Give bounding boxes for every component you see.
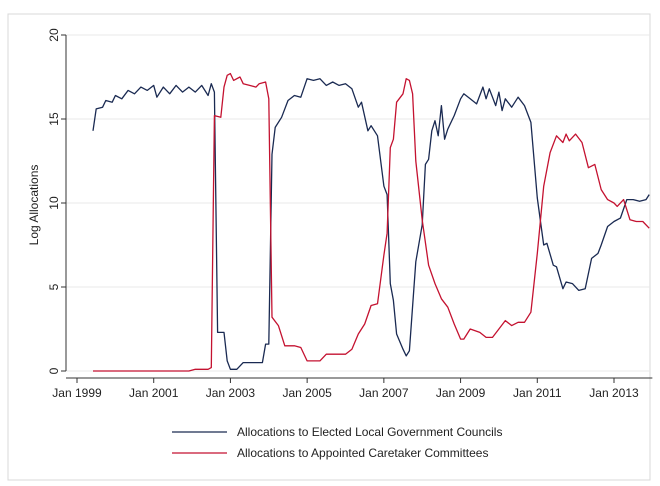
x-tick-label: Jan 2007 [359, 386, 409, 400]
x-tick-label: Jan 2009 [436, 386, 486, 400]
series-line-2 [93, 72, 650, 372]
x-tick-label: Jan 2011 [513, 386, 562, 400]
y-tick-label: 10 [47, 196, 61, 210]
x-tick-label: Jan 1999 [52, 386, 102, 400]
x-tick-label: Jan 2013 [589, 386, 639, 400]
x-tick-label: Jan 2001 [129, 386, 179, 400]
gridlines [66, 34, 650, 372]
y-tick-label: 5 [47, 283, 61, 290]
legend-label-1: Allocations to Elected Local Government … [237, 425, 502, 439]
y-tick-label: 15 [47, 112, 61, 126]
y-tick-label: 20 [47, 28, 61, 42]
legend: Allocations to Elected Local Government … [172, 425, 502, 460]
y-axis-title: Log Allocations [27, 165, 41, 246]
y-tick-label: 0 [47, 367, 61, 374]
x-tick-label: Jan 2003 [206, 386, 256, 400]
x-tick-label: Jan 2005 [282, 386, 332, 400]
chart-frame [7, 13, 651, 481]
series-line-1 [92, 78, 650, 370]
series-lines [92, 72, 650, 372]
axes: 0 5 10 15 20 Jan 1999 Jan 2001 Jan 2003 Jan 2005… [47, 28, 653, 400]
legend-label-2: Allocations to Appointed Caretaker Commi… [237, 446, 488, 460]
